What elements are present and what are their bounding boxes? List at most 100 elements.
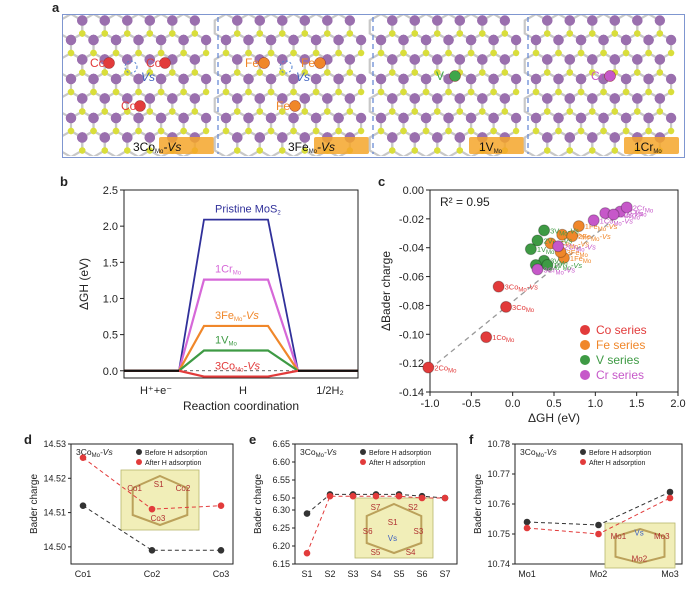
- s-atom: [157, 127, 165, 135]
- y-tick-label: 0.0: [103, 366, 118, 378]
- data-point: [523, 518, 531, 526]
- legend-marker: [360, 449, 366, 455]
- mo-atom: [420, 112, 432, 124]
- inset-label: Mo2: [632, 554, 648, 563]
- s-atom: [434, 30, 441, 37]
- s-atom: [301, 69, 309, 76]
- mo-atom: [144, 15, 156, 26]
- inset-label: Mo1: [611, 532, 627, 541]
- panel-b-chart: 0.0 0.5 1.0 1.5 2.0 2.5 H⁺+e⁻ H 1/2H₂ Reaction co…: [68, 182, 368, 427]
- legend-label: After H adsorption: [145, 460, 202, 467]
- s-atom: [335, 49, 342, 57]
- panel-d-chart: 14.50 14.51 14.52 14.53 Co1 Co2 Co3 Bader charg…: [26, 438, 241, 598]
- mo-atom: [432, 132, 443, 143]
- data-point: [595, 530, 602, 538]
- x-tick-label: Mo1: [518, 569, 536, 579]
- mo-atom: [409, 132, 420, 143]
- s-atom: [544, 30, 551, 37]
- mo-atom: [564, 93, 575, 104]
- s-atom: [422, 127, 430, 135]
- lattice-subpanel: Cr 1CrMo: [523, 12, 679, 159]
- data-point: [148, 505, 156, 513]
- s-atom: [124, 108, 131, 115]
- panel-e-svg: 6.15 6.20 6.25 6.30 6.50 6.55 6.60 6.65 S1 S2 S3 S4…: [253, 439, 458, 579]
- s-atom: [301, 30, 309, 37]
- s-atom: [79, 30, 86, 37]
- mo-atom: [654, 15, 666, 26]
- structure-label: 3CoMo-Vs: [133, 140, 181, 155]
- s-atom: [202, 49, 210, 57]
- s-atom: [312, 127, 320, 135]
- dopant-label: Co: [121, 99, 137, 113]
- mo-atom: [200, 34, 212, 46]
- s-atom: [422, 88, 430, 96]
- mo-atom: [443, 112, 454, 124]
- s-atom: [279, 147, 286, 154]
- plot-frame: [70, 443, 234, 565]
- mo-atom: [265, 73, 277, 85]
- x-tick-label: 2.0: [670, 398, 685, 410]
- inset-label: S4: [406, 548, 416, 557]
- s-atom: [400, 88, 407, 96]
- data-point: [524, 243, 537, 256]
- data-point: [620, 201, 633, 214]
- mo-atom: [299, 54, 311, 65]
- mo-atom: [155, 112, 167, 124]
- mo-atom: [454, 15, 466, 26]
- dopant-label: Fe: [245, 56, 259, 70]
- y-axis-label: Bader charge: [253, 474, 264, 534]
- x-axis-label: Reaction coordination: [183, 399, 299, 413]
- point-label: 2FeMo-Vs: [578, 232, 611, 243]
- s-atom: [479, 69, 486, 76]
- s-atom: [656, 69, 664, 76]
- mo-atom: [88, 34, 99, 46]
- y-tick-label: 6.25: [272, 523, 290, 533]
- s-atom: [589, 108, 596, 115]
- y-tick-label: 0.00: [403, 185, 424, 197]
- s-atom: [169, 108, 176, 115]
- data-point: [217, 546, 225, 554]
- mo-atom: [375, 112, 387, 124]
- mo-atom: [220, 34, 232, 46]
- mo-atom: [609, 132, 621, 143]
- y-axis-label: ΔBader charge: [379, 251, 393, 331]
- y-tick-label: 6.60: [272, 457, 290, 467]
- x-tick-label: Co3: [213, 569, 230, 579]
- mo-atom: [167, 93, 178, 104]
- data-point: [538, 224, 551, 237]
- mo-atom: [387, 132, 398, 143]
- y-tick-label: 6.55: [272, 475, 290, 485]
- s-atom: [645, 127, 652, 135]
- s-atom: [577, 49, 585, 57]
- mo-atom: [575, 34, 587, 46]
- data-point: [492, 280, 505, 293]
- mo-atom: [432, 15, 443, 26]
- chart-title: 3CoMo-Vs: [300, 447, 337, 459]
- s-atom: [389, 147, 396, 154]
- mo-atom: [65, 73, 77, 85]
- s-atom: [180, 49, 187, 57]
- mo-atom: [443, 34, 454, 46]
- legend-label: Before H adsorption: [589, 450, 651, 457]
- s-atom: [101, 69, 108, 76]
- dopant-atom: [159, 57, 171, 69]
- mo-atom: [155, 73, 167, 85]
- mo-atom: [398, 112, 409, 124]
- legend-label: After H adsorption: [589, 460, 646, 467]
- x-tick-label: S2: [324, 569, 335, 579]
- legend-marker: [580, 339, 590, 350]
- inset-label: Co3: [151, 514, 166, 523]
- s-atom: [512, 49, 520, 57]
- s-atom: [544, 69, 551, 76]
- s-atom: [577, 88, 585, 96]
- s-atom: [301, 108, 309, 115]
- y-axis-label: ΔGH (eV): [77, 258, 91, 310]
- s-atom: [234, 69, 241, 76]
- s-atom: [256, 69, 263, 76]
- y-tick-label: 1.0: [103, 293, 118, 305]
- s-atom: [245, 49, 252, 57]
- lattice-subpanel: V 1VMo: [368, 12, 524, 159]
- s-atom: [434, 69, 441, 76]
- data-point: [587, 214, 600, 227]
- s-atom: [589, 69, 596, 76]
